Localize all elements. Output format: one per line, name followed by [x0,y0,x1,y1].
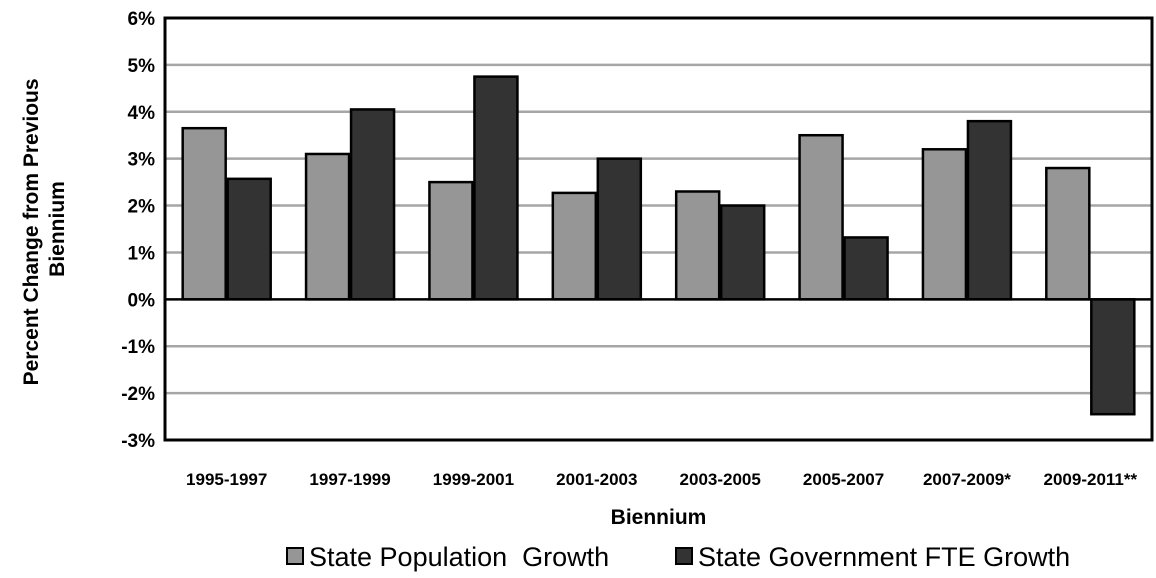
legend-swatch-population [286,547,304,565]
x-tick-label: 2009-2011** [1044,470,1138,489]
y-tick-label: -3% [121,431,155,452]
x-axis-ticks: 1995-1997 1997-1999 1999-2001 2001-2003 2003… [186,470,1137,489]
bar-population-2001-2003 [551,191,598,301]
bar-fte-1999-2001 [473,75,519,301]
x-axis-title: Biennium [611,506,707,529]
legend: State Population Growth State Government … [286,542,1070,572]
y-tick-label: 5% [128,56,156,77]
bar-fte-2001-2003 [596,157,643,301]
bar-fte-2009-2011 [1090,298,1136,416]
bar-population-2007-2009 [921,148,968,301]
bar-population-2009-2011 [1045,166,1091,301]
bar-population-1995-1997 [181,126,227,301]
bar-population-2005-2007 [798,133,844,301]
y-axis-ticks: -3% -2% -1% 0% 1% 2% 3% 4% 5% 6% [121,9,155,452]
y-tick-label: 1% [128,243,156,264]
x-tick-label: 2005-2007 [803,470,884,489]
bar-population-1997-1999 [304,152,351,301]
y-tick-label: 6% [128,9,156,30]
bar-fte-2007-2009 [966,119,1013,301]
legend-swatch-fte [675,547,693,565]
bar-fte-2003-2005 [719,204,766,301]
bars [181,75,1136,416]
bar-fte-1995-1997 [226,177,272,301]
y-tick-label: 4% [128,103,156,124]
y-tick-label: 3% [128,150,156,171]
x-tick-label: 2001-2003 [556,470,637,489]
y-tick-label: 2% [128,197,156,218]
y-axis-title-line-1: Percent Change from Previous [20,78,43,385]
y-tick-label: -1% [121,337,155,358]
bar-population-1999-2001 [428,180,474,301]
y-tick-label: -2% [121,384,155,405]
x-tick-label: 2003-2005 [680,470,761,489]
legend-label-population: State Population Growth [309,542,609,572]
y-axis-title: Percent Change from Previous Biennium [20,73,69,386]
x-tick-label: 2007-2009* [923,470,1011,489]
y-tick-label: 0% [128,290,156,311]
y-axis-title-line-2: Biennium [46,181,69,277]
plot-frame [163,16,1154,442]
bar-population-2003-2005 [674,190,721,301]
x-tick-label: 1997-1999 [309,470,390,489]
legend-label-fte: State Government FTE Growth [698,542,1070,572]
x-tick-label: 1999-2001 [433,470,514,489]
bar-fte-2005-2007 [843,236,889,301]
bar-fte-1997-1999 [349,108,396,301]
x-tick-label: 1995-1997 [186,470,267,489]
